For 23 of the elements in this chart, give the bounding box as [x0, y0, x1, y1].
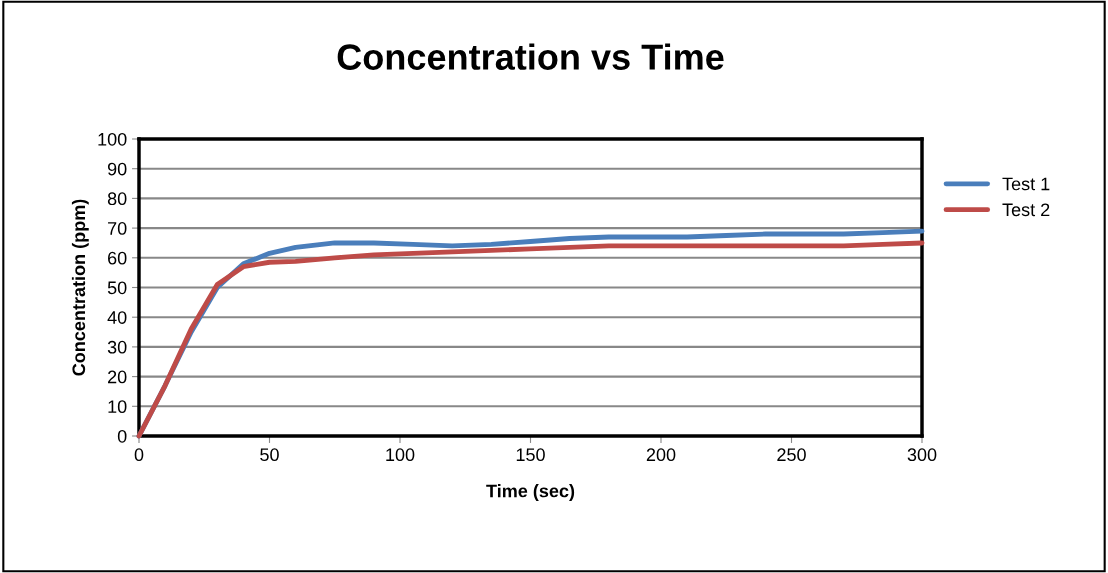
- y-tick-label: 100: [98, 132, 127, 146]
- chart-title: Concentration vs Time: [337, 43, 724, 70]
- y-tick-label: 30: [107, 340, 127, 354]
- y-tick-label: 80: [107, 192, 127, 206]
- x-tick-label: 50: [260, 448, 279, 462]
- y-axis-title: Concentration (ppm): [71, 199, 89, 376]
- x-tick-label: 250: [777, 448, 806, 462]
- y-tick-label: 20: [108, 370, 127, 384]
- legend-label: Test 2: [1002, 203, 1050, 217]
- y-tick-label: 90: [107, 162, 127, 176]
- y-tick-label: 50: [107, 281, 127, 295]
- y-tick-label: 60: [108, 251, 127, 265]
- y-tick-label: 10: [108, 400, 127, 414]
- y-tick-label: 0: [117, 429, 127, 443]
- x-tick-label: 300: [907, 448, 937, 462]
- x-tick-label: 150: [516, 448, 545, 462]
- x-tick-label: 0: [134, 448, 144, 462]
- legend-label: Test 1: [1002, 177, 1050, 191]
- y-tick-label: 70: [108, 222, 127, 235]
- x-tick-label: 100: [386, 448, 415, 462]
- x-axis-title: Time (sec): [486, 484, 575, 501]
- x-tick-label: 200: [646, 448, 676, 462]
- y-tick-label: 40: [107, 311, 127, 324]
